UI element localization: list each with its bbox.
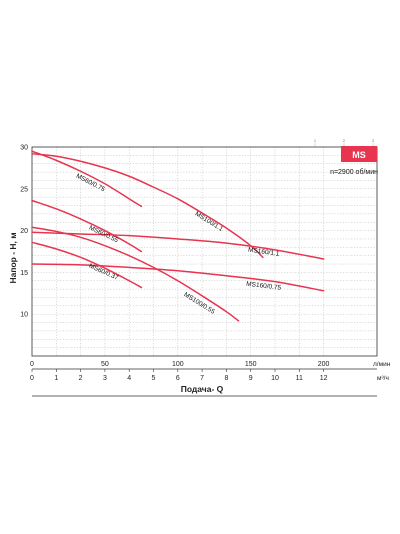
y-tick-label: 15 [20, 270, 28, 277]
top-reference-number: 2 [343, 138, 346, 143]
x-tick-label-m3h: 1 [54, 375, 58, 382]
x-tick-label-lpm: 100 [172, 361, 184, 368]
y-tick-label: 30 [20, 145, 28, 152]
speed-label: n=2900 об/мин [330, 168, 378, 176]
x-tick-label-m3h: 9 [249, 375, 253, 382]
x-tick-label-m3h: 11 [296, 375, 303, 382]
x-tick-label-m3h: 8 [224, 375, 228, 382]
x-unit-flow-lpm: л/мин [373, 361, 391, 368]
series-badge [341, 146, 377, 162]
grid [32, 147, 377, 356]
curve-ms160-1-1 [31, 231, 325, 260]
x-tick-label-m3h: 7 [200, 375, 204, 382]
top-reference-number: 3 [372, 138, 375, 143]
x-tick-label-lpm: 0 [30, 361, 34, 368]
x-tick-label-m3h: 5 [152, 375, 156, 382]
curve-label-ms100-0-55: MS100/0.55 [182, 291, 216, 316]
x-tick-label-lpm: 150 [245, 361, 257, 368]
plot-frame [31, 146, 378, 357]
x-tick-label-m3h: 6 [176, 375, 180, 382]
curve-ms60-0-55 [31, 199, 143, 253]
x-tick-label-m3h: 3 [103, 375, 107, 382]
x-axis-title: Подача- Q [181, 384, 224, 394]
curve-label-ms160-1-1: MS160/1.1 [248, 247, 280, 258]
x-tick-label-m3h: 10 [271, 375, 279, 382]
x-tick-label-lpm: 50 [101, 361, 109, 368]
top-reference-number: 1 [314, 138, 317, 143]
x-tick-label-m3h: 12 [320, 375, 328, 382]
x-tick-label-m3h: 2 [79, 375, 83, 382]
series-badge-text: MS [352, 150, 366, 160]
y-tick-label: 20 [20, 228, 28, 235]
x-tick-label-lpm: 200 [318, 361, 330, 368]
curve-ms100-0-55 [31, 226, 240, 322]
x-tick-label-m3h: 0 [30, 375, 34, 382]
x-unit-flow-m3h: м³/ч [377, 375, 389, 382]
y-tick-label: 10 [20, 312, 28, 319]
y-tick-label: 25 [20, 186, 28, 193]
curve-ms60-0-75 [31, 150, 143, 208]
curve-ms60-0-37 [31, 241, 143, 289]
x-tick-label-m3h: 4 [127, 375, 131, 382]
curve-ms100-1-1 [31, 152, 264, 259]
curve-label-ms160-0-75: MS160/0.75 [246, 281, 282, 292]
y-axis-title: Напор - Н, м [8, 232, 18, 283]
curve-ms160-0-75 [31, 263, 325, 292]
